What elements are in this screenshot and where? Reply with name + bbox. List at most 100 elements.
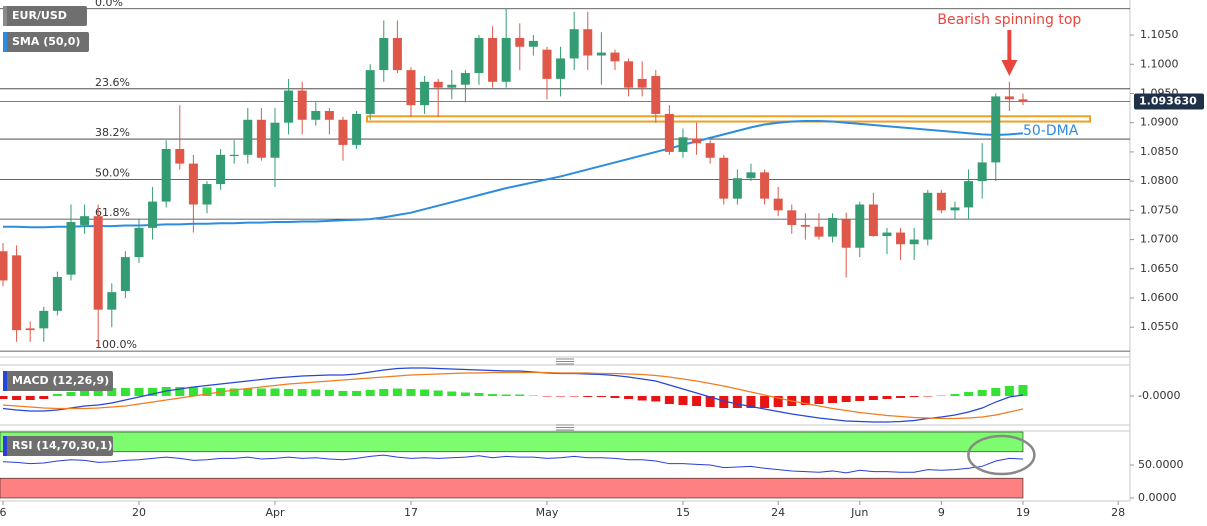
candle-body [664, 113, 674, 152]
candle-body [991, 96, 1001, 163]
histogram-bar [678, 396, 688, 405]
histogram-bar [569, 396, 579, 397]
y-tick-label: 1.0900 [1140, 116, 1179, 129]
histogram-bar [909, 396, 919, 397]
fib-label: 38.2% [95, 126, 130, 139]
candle-body [474, 37, 484, 74]
legend-label: SMA (50,0) [12, 35, 80, 48]
histogram-bar [365, 390, 375, 396]
drag-handle[interactable] [556, 424, 574, 431]
legend-box [3, 6, 87, 26]
histogram-bar [610, 396, 620, 398]
histogram-bar [270, 388, 280, 396]
histogram-bar [936, 395, 946, 396]
rsi-band [0, 431, 1024, 453]
y-tick-label: 50.0000 [1138, 458, 1184, 471]
x-tick-label: 9 [938, 506, 945, 519]
candle-body [161, 148, 171, 202]
x-tick-label: 28 [1111, 506, 1125, 519]
sma-line [2, 119, 1024, 229]
histogram-bar [0, 396, 8, 399]
fib-label: 50.0% [95, 166, 130, 179]
candle-body [746, 172, 756, 179]
candle-body [868, 204, 878, 237]
y-tick-label: 1.0800 [1140, 174, 1179, 187]
candle-body [923, 192, 933, 240]
candle-body [93, 216, 103, 310]
histogram-bar [243, 388, 253, 396]
histogram-bar [773, 396, 783, 407]
candle-body [488, 37, 498, 82]
candle-body [352, 113, 362, 145]
histogram-bar [352, 391, 362, 396]
histogram-bar [896, 396, 906, 398]
candle-body [719, 157, 729, 199]
y-tick-label: -0.0000 [1138, 389, 1180, 402]
candle-body [25, 328, 35, 331]
candle-body [188, 163, 198, 205]
y-tick-label: 1.0550 [1140, 320, 1179, 333]
histogram-bar [664, 396, 674, 404]
histogram-bar [814, 396, 824, 404]
candle-body [134, 227, 144, 258]
candle-body [569, 29, 579, 59]
macd-line [2, 371, 1024, 420]
histogram-bar [1004, 386, 1014, 396]
candle-body [583, 29, 593, 56]
legend-box [3, 32, 89, 52]
candle-body [773, 198, 783, 211]
candle-body [556, 58, 566, 79]
current-price-label: 1.093630 [1139, 94, 1197, 107]
candle-body [39, 310, 49, 329]
histogram-bar [977, 390, 987, 396]
histogram-bar [420, 389, 430, 396]
histogram-bar [596, 396, 606, 397]
histogram-bar [923, 396, 933, 397]
fib-label: 0.0% [95, 0, 123, 9]
drag-handle[interactable] [556, 358, 574, 365]
histogram-bar [828, 396, 838, 403]
x-tick-label: 24 [771, 506, 785, 519]
histogram-bar [134, 388, 144, 396]
histogram-bar [52, 394, 62, 396]
histogram-bar [338, 391, 348, 396]
candle-body [760, 172, 770, 199]
histogram-bar [12, 396, 22, 400]
histogram-bar [800, 396, 810, 405]
candle-body [501, 37, 511, 82]
rsi-line [2, 454, 1023, 474]
rsi-band [0, 477, 1024, 499]
candle-body [692, 138, 702, 144]
candle-body [964, 181, 974, 208]
histogram-bar [107, 388, 117, 396]
x-tick-label: 20 [132, 506, 146, 519]
candle-body [175, 148, 185, 164]
histogram-bar [39, 396, 49, 399]
candle-body [828, 217, 838, 237]
fib-label: 100.0% [95, 338, 137, 351]
histogram-bar [556, 396, 566, 397]
histogram-bar [501, 394, 511, 396]
candle-body [12, 255, 22, 331]
histogram-bar [66, 392, 76, 396]
histogram-bar [297, 389, 307, 396]
histogram-bar [732, 396, 742, 408]
candle-body [814, 226, 824, 237]
highlight-circle [967, 434, 1036, 476]
histogram-bar [25, 396, 35, 400]
histogram-bar [583, 396, 593, 397]
candle-body [297, 90, 307, 120]
histogram-bar [175, 387, 185, 396]
y-tick-label: 1.1050 [1140, 28, 1179, 41]
histogram-bar [1018, 385, 1028, 396]
histogram-bar [746, 396, 756, 408]
histogram-bar [188, 387, 198, 396]
candle-body [787, 210, 797, 225]
candle-body [515, 37, 525, 47]
histogram-bar [964, 392, 974, 396]
legend-swatch [3, 371, 7, 391]
candle-body [651, 75, 661, 114]
candle-body [0, 251, 8, 281]
legend-swatch [3, 436, 7, 456]
